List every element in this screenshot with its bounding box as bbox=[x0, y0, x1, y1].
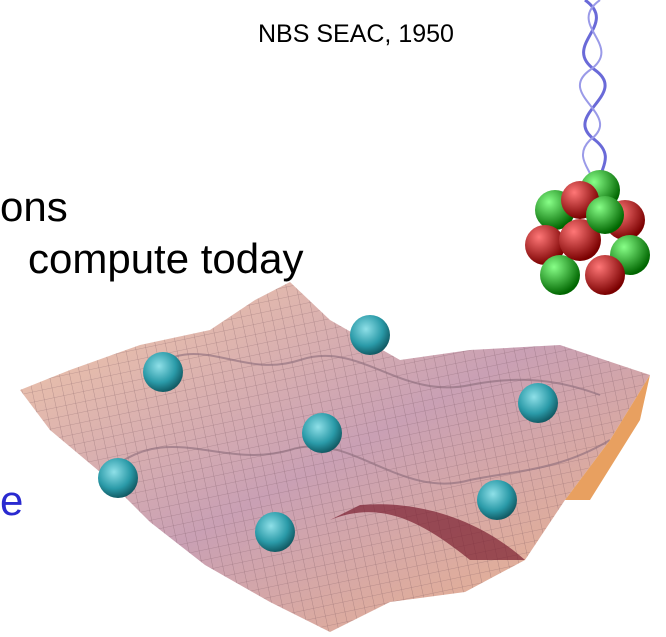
text-line: ons bbox=[0, 186, 68, 228]
slide: NBS SEAC, 1950 ons compute today e (() =… bbox=[0, 0, 666, 637]
caption: NBS SEAC, 1950 bbox=[258, 22, 454, 47]
illustrations bbox=[0, 0, 666, 637]
nucleus bbox=[525, 170, 650, 295]
text-line: compute today bbox=[28, 238, 304, 280]
energy-surface bbox=[20, 282, 650, 632]
helix bbox=[580, 0, 605, 185]
text-fragment: e bbox=[0, 480, 23, 522]
